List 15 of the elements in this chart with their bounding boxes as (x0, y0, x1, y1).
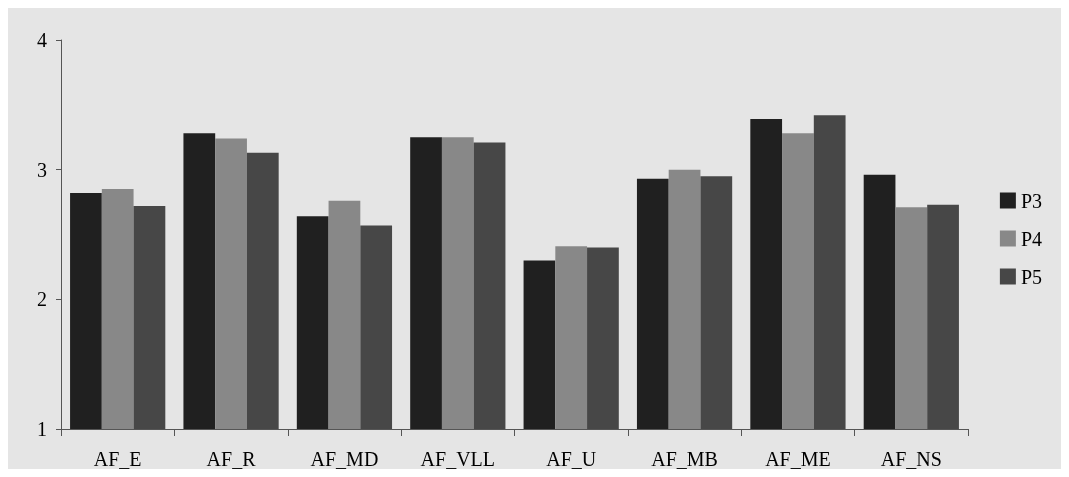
x-tick-label: AF_NS (880, 448, 942, 470)
x-tick-label: AF_U (546, 448, 597, 470)
y-tick-label: 3 (37, 158, 47, 181)
x-tick-label: AF_ME (765, 448, 831, 470)
x-tick-label: AF_E (93, 448, 142, 470)
legend-label: P5 (1020, 265, 1042, 288)
x-tick-label: AF_MD (310, 448, 379, 470)
x-tick-label: AF_R (206, 448, 257, 470)
x-tick-label: AF_MB (651, 448, 718, 470)
y-tick-label: 4 (37, 29, 47, 51)
x-tick-label: AF_VLL (420, 448, 496, 470)
legend-label: P3 (1020, 189, 1042, 212)
y-tick-label: 2 (37, 288, 47, 311)
y-tick-label: 1 (37, 418, 47, 440)
legend-label: P4 (1020, 227, 1042, 250)
